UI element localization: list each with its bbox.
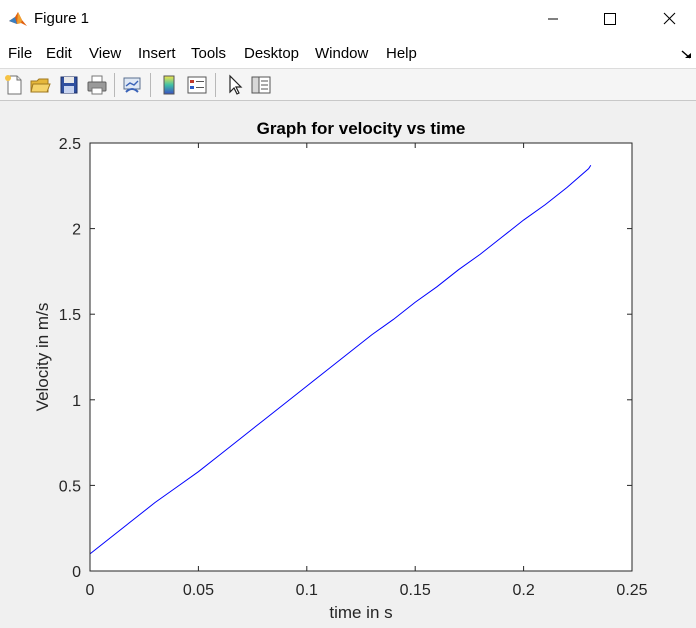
axis-tick-labels: 0 0.05 0.1 0.15 0.2 0.25 0 0.5 1 1.5 2 2.5: [59, 136, 648, 599]
menu-window[interactable]: Window: [315, 45, 369, 62]
toolbar: [0, 68, 696, 101]
velocity-time-chart[interactable]: 0 0.05 0.1 0.15 0.2 0.25 0 0.5 1 1.5 2 2.5 Graph fo…: [0, 101, 696, 628]
y-tick-label: 1: [72, 393, 81, 410]
y-tick-label: 2.5: [59, 136, 81, 153]
matlab-logo-icon: [9, 12, 27, 26]
open-file-icon[interactable]: [29, 74, 51, 96]
y-tick-label: 0: [72, 564, 81, 581]
menu-insert[interactable]: Insert: [138, 45, 176, 62]
colorbar-icon[interactable]: [158, 74, 180, 96]
figure-canvas: 0 0.05 0.1 0.15 0.2 0.25 0 0.5 1 1.5 2 2.5 Graph fo…: [0, 101, 696, 628]
axes-box: [89, 142, 633, 572]
y-tick-label: 2: [72, 222, 81, 239]
close-icon: [663, 12, 676, 25]
menu-help[interactable]: Help: [386, 45, 417, 62]
save-icon[interactable]: [58, 74, 80, 96]
menu-edit[interactable]: Edit: [46, 45, 72, 62]
x-tick-label: 0.15: [400, 582, 431, 599]
x-tick-label: 0.2: [512, 582, 534, 599]
x-axis-label: time in s: [329, 603, 392, 622]
minimize-button[interactable]: [530, 0, 576, 38]
menu-file[interactable]: File: [8, 45, 33, 62]
plot-area: [90, 143, 632, 571]
x-tick-label: 0: [86, 582, 95, 599]
link-plot-icon[interactable]: [121, 74, 143, 96]
menu-desktop[interactable]: Desktop: [244, 45, 300, 62]
dock-arrow-icon[interactable]: [681, 50, 693, 60]
menu-tools[interactable]: Tools: [191, 45, 227, 62]
title-bar: Figure 1: [0, 0, 696, 38]
menu-bar: File Edit View Insert Tools Desktop Wind…: [0, 38, 696, 68]
x-tick-label: 0.25: [616, 582, 647, 599]
minimize-icon: [548, 18, 558, 20]
x-tick-label: 0.05: [183, 582, 214, 599]
toolbar-separator: [150, 73, 151, 97]
window-title: Figure 1: [34, 10, 90, 27]
chart-title: Graph for velocity vs time: [257, 119, 466, 138]
menu-view[interactable]: View: [89, 45, 122, 62]
print-icon[interactable]: [86, 74, 108, 96]
new-figure-icon[interactable]: [3, 74, 25, 96]
toolbar-separator: [114, 73, 115, 97]
velocity-series-line: [89, 164, 592, 555]
edit-plot-arrow-icon[interactable]: [224, 74, 246, 96]
y-axis-label: Velocity in m/s: [33, 303, 52, 412]
x-tick-label: 0.1: [296, 582, 318, 599]
y-tick-label: 1.5: [59, 307, 81, 324]
maximize-icon: [604, 13, 616, 25]
y-tick-label: 0.5: [59, 478, 81, 495]
close-button[interactable]: [646, 0, 692, 38]
property-editor-icon[interactable]: [250, 74, 272, 96]
maximize-button[interactable]: [587, 0, 633, 38]
toolbar-separator: [215, 73, 216, 97]
legend-icon[interactable]: [186, 74, 208, 96]
